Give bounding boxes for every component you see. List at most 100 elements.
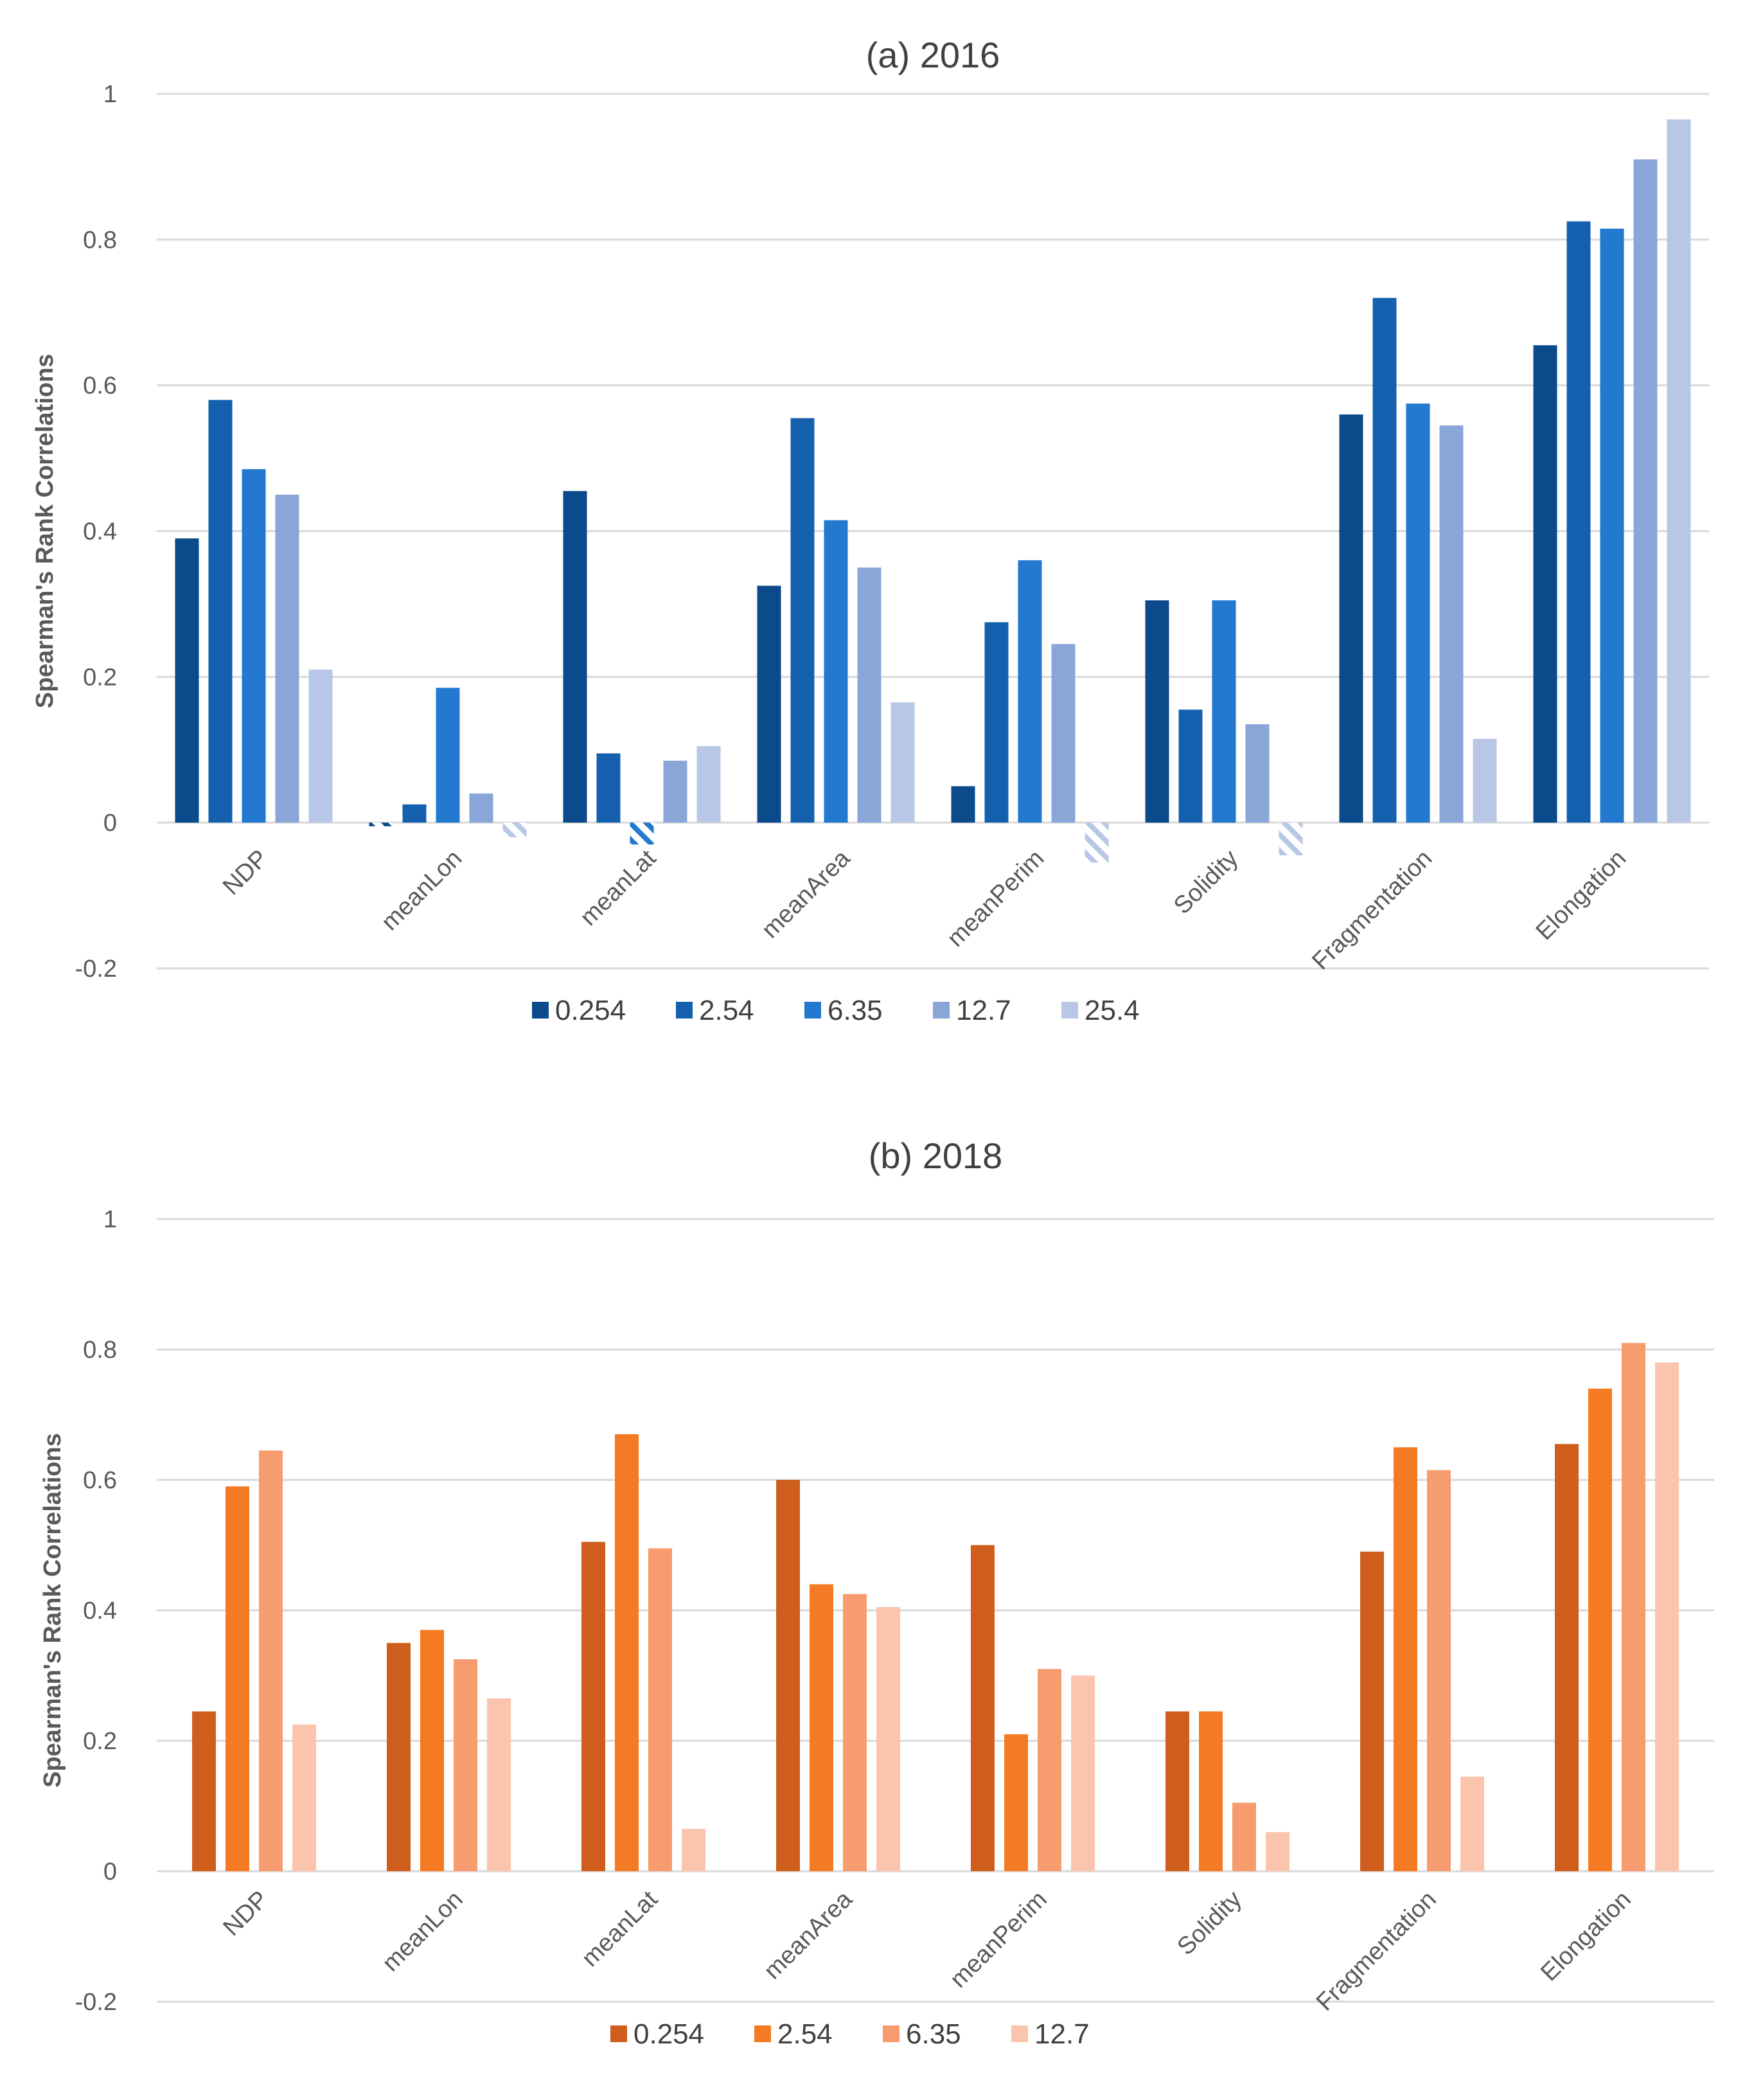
legend-label: 0.254 [555, 995, 626, 1026]
chart-title: (a) 2016 [866, 35, 1000, 75]
bar [242, 469, 266, 823]
y-axis-label: Spearman's Rank Correlations [31, 354, 58, 709]
bar [1600, 228, 1624, 823]
y-tick-label: 0.2 [83, 1728, 117, 1755]
y-tick-label: 1 [103, 1206, 117, 1233]
bar [420, 1630, 444, 1871]
bar [1655, 1362, 1679, 1871]
bar [790, 418, 815, 823]
bar [971, 1545, 995, 1871]
category-label: Elongation [1531, 845, 1632, 946]
category-label: Solidity [1173, 1886, 1247, 1961]
legend-swatch [883, 2025, 899, 2042]
category-label: meanPerim [942, 845, 1049, 952]
bar [615, 1434, 639, 1871]
bar [175, 538, 199, 823]
legend-swatch [676, 1002, 693, 1019]
bar [1360, 1551, 1384, 1871]
category-label: meanPerim [945, 1886, 1052, 1993]
bar [1165, 1711, 1189, 1871]
bar [682, 1829, 705, 1871]
bar [1085, 823, 1109, 863]
bar [1232, 1802, 1256, 1871]
category-label: Elongation [1536, 1886, 1636, 1987]
bar [469, 793, 493, 823]
bar [226, 1486, 249, 1871]
category-label: meanLon [377, 845, 468, 936]
category-label: Fragmentation [1307, 845, 1437, 975]
bar [1588, 1388, 1612, 1871]
legend-label: 2.54 [699, 995, 754, 1026]
bar [1394, 1447, 1417, 1871]
bar [1266, 1832, 1289, 1871]
bar [696, 746, 721, 823]
y-tick-label: 0.6 [83, 1467, 117, 1494]
bar [1051, 644, 1076, 823]
bar [563, 491, 587, 823]
legend-swatch [532, 1002, 549, 1019]
legend-swatch [754, 2025, 771, 2042]
category-label: meanLat [577, 1885, 664, 1972]
bar [402, 804, 427, 823]
bar [1555, 1444, 1579, 1871]
bar [454, 1659, 477, 1871]
bar [208, 400, 233, 823]
legend-swatch [1061, 1002, 1078, 1019]
bar [1038, 1669, 1061, 1871]
bar [1245, 724, 1270, 823]
bar [275, 494, 299, 823]
bar [596, 753, 621, 823]
bar [1199, 1711, 1223, 1871]
bar [1533, 345, 1557, 823]
y-tick-label: -0.2 [75, 956, 117, 983]
category-label: meanLon [377, 1886, 468, 1977]
category-label: meanArea [759, 1885, 858, 1984]
legend-swatch [610, 2025, 627, 2042]
chart-b: (b) 2018 1 0.8 0.6 0.4 0.2 0 -0.2 Spearman's Ran… [39, 1135, 1714, 2050]
bar [1372, 298, 1397, 823]
legend-swatch [933, 1002, 950, 1019]
bar [757, 585, 781, 823]
bar [581, 1542, 605, 1871]
y-tick-label: 1 [103, 81, 117, 108]
bar [876, 1606, 900, 1871]
bar [502, 823, 527, 837]
bar [1667, 119, 1691, 823]
legend-label: 6.35 [906, 2018, 961, 2050]
bar [1212, 600, 1236, 823]
bar [857, 567, 882, 823]
legend-label: 12.7 [1034, 2018, 1090, 2050]
bar [1339, 414, 1363, 823]
y-tick-label: 0.4 [83, 1597, 117, 1624]
bar [1473, 738, 1497, 823]
bar [1622, 1342, 1645, 1871]
bar [1178, 709, 1203, 823]
bar [1145, 600, 1169, 823]
bar [843, 1594, 867, 1871]
bar [436, 688, 460, 823]
legend-label: 2.54 [777, 2018, 833, 2050]
legend-label: 6.35 [828, 995, 883, 1026]
bar [292, 1724, 316, 1871]
y-tick-label: 0.6 [83, 373, 117, 400]
bar [369, 823, 393, 826]
y-tick-label: 0.8 [83, 1337, 117, 1364]
legend-label: 0.254 [633, 2018, 704, 2050]
bar [890, 702, 915, 823]
bar [259, 1450, 283, 1871]
bar [487, 1698, 511, 1871]
bar [1071, 1675, 1095, 1871]
bar [984, 622, 1009, 823]
bar [1004, 1734, 1028, 1871]
legend-label: 12.7 [956, 995, 1011, 1026]
bar [1406, 404, 1430, 823]
y-tick-label: 0.4 [83, 519, 117, 546]
bar [1566, 221, 1591, 823]
legend: 0.254 2.54 6.35 12.7 [610, 2018, 1090, 2050]
bar [663, 760, 687, 823]
bar [951, 786, 975, 823]
bar [1633, 159, 1658, 823]
bar [1439, 425, 1464, 823]
legend-swatch [1011, 2025, 1028, 2042]
